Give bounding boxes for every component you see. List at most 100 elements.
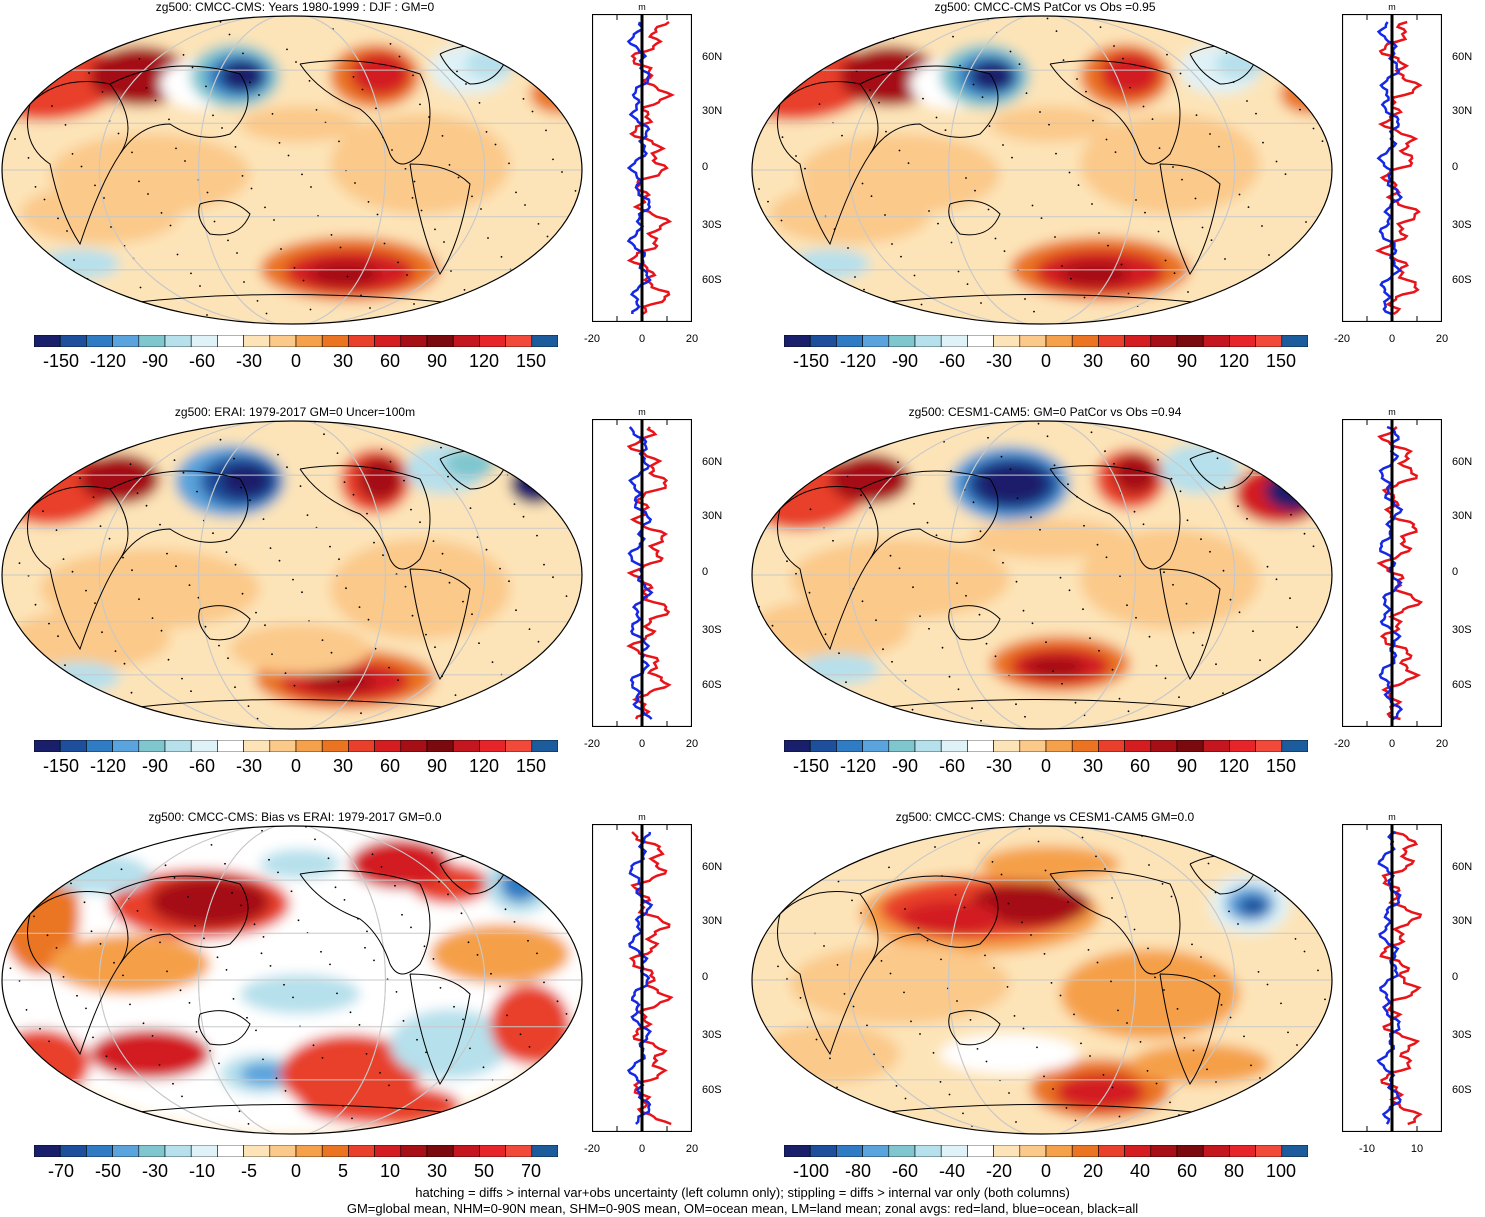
zonal-tick-label: 20 <box>685 1143 699 1155</box>
colorbar-swatch <box>59 1145 87 1157</box>
field-anomaly-region <box>1215 49 1265 79</box>
colorbar-swatch <box>190 740 218 752</box>
colorbar-swatch <box>862 335 890 347</box>
colorbar-swatch <box>967 1145 994 1157</box>
field-anomaly-region <box>976 464 1048 504</box>
field-anomaly-region <box>80 454 160 504</box>
zonal-mean-plot <box>592 824 692 1132</box>
colorbar-label: 30 <box>332 756 354 776</box>
colorbar-label: 120 <box>468 351 500 371</box>
colorbar-swatch <box>1150 335 1178 347</box>
latitude-label: 60N <box>702 456 723 468</box>
colorbar-swatch <box>1202 335 1230 347</box>
zonal-mean-plot <box>1342 419 1442 727</box>
colorbar-swatch <box>1019 740 1047 752</box>
colorbar-swatch <box>809 1145 837 1157</box>
colorbar-swatch <box>967 740 994 752</box>
colorbar-label: -70 <box>47 1161 75 1181</box>
colorbar-label: 90 <box>1176 756 1198 776</box>
colorbar-swatch <box>479 335 506 347</box>
colorbar-swatch <box>862 740 890 752</box>
colorbar-label: 150 <box>515 756 547 776</box>
panel-title: zg500: CMCC-CMS: Change vs CESM1-CAM5 GM… <box>895 810 1195 824</box>
colorbar-swatch <box>400 335 428 347</box>
colorbar-label: -90 <box>891 756 919 776</box>
colorbar-swatch <box>269 1145 297 1157</box>
colorbar-swatch <box>1229 740 1256 752</box>
colorbar-swatch <box>1045 740 1073 752</box>
colorbar-swatch <box>940 740 968 752</box>
colorbar-swatch <box>1071 335 1099 347</box>
colorbar-swatch <box>400 740 428 752</box>
colorbar <box>784 1145 1308 1157</box>
zonal-land-line <box>1374 20 1423 316</box>
field-anomaly-region <box>790 944 1010 1024</box>
latitude-label: 30S <box>702 219 722 231</box>
colorbar-label: 120 <box>468 756 500 776</box>
field-anomaly-region <box>300 1084 460 1124</box>
colorbar-swatch <box>1124 335 1152 347</box>
field-anomaly-region <box>770 184 930 244</box>
zonal-land-line <box>626 20 675 316</box>
units-label: m <box>638 407 646 417</box>
colorbar-swatch <box>1255 740 1283 752</box>
field-anomaly-region <box>10 609 170 669</box>
colorbar-swatch <box>1202 1145 1230 1157</box>
colorbar-swatch <box>993 740 1021 752</box>
colorbar-label: -60 <box>938 756 966 776</box>
zonal-tick-label: 0 <box>638 738 646 750</box>
panel-title: zg500: CMCC-CMS PatCor vs Obs =0.95 <box>934 0 1156 14</box>
colorbar-label: -30 <box>141 1161 169 1181</box>
colorbar-swatch <box>531 335 558 347</box>
colorbar-swatch <box>1255 335 1283 347</box>
zonal-tick-label: 0 <box>1388 333 1396 345</box>
colorbar-swatch <box>1071 1145 1099 1157</box>
zonal-mean-plot <box>592 419 692 727</box>
colorbar-swatch <box>784 335 811 347</box>
latitude-label: 60S <box>1452 274 1472 286</box>
colorbar-swatch <box>164 335 192 347</box>
field-anomaly-region <box>1060 949 1240 1039</box>
field-anomaly-region <box>970 519 1130 559</box>
field-anomaly-region <box>240 106 360 142</box>
colorbar-swatch <box>374 1145 402 1157</box>
colorbar-label: -120 <box>89 351 127 371</box>
colorbar-label: 150 <box>1265 756 1297 776</box>
field-anomaly-region <box>230 624 370 674</box>
field-anomaly-region <box>980 846 1120 882</box>
field-anomaly-region <box>90 1029 210 1079</box>
colorbar-label: -120 <box>839 756 877 776</box>
colorbar-label: -60 <box>938 351 966 371</box>
colorbar-swatch <box>1098 740 1125 752</box>
latitude-label: 0 <box>702 161 709 173</box>
zonal-ocean-line <box>626 831 654 1125</box>
colorbar-label: 5 <box>337 1161 349 1181</box>
colorbar-swatch <box>1071 740 1099 752</box>
zonal-tick-label: 20 <box>1435 333 1449 345</box>
panel-title: zg500: CMCC-CMS: Bias vs ERAI: 1979-2017… <box>148 810 442 824</box>
field-anomaly-region <box>500 866 540 902</box>
colorbar-label: -60 <box>891 1161 919 1181</box>
colorbar-label: -150 <box>792 351 830 371</box>
colorbar-label: -5 <box>240 1161 258 1181</box>
colorbar-swatch <box>836 740 863 752</box>
colorbar-swatch <box>914 740 942 752</box>
zonal-tick-label: 0 <box>638 1143 646 1155</box>
latitude-label: 30S <box>1452 624 1472 636</box>
colorbar <box>34 1145 558 1157</box>
latitude-label: 60S <box>1452 1084 1472 1096</box>
latitude-label: 60S <box>1452 679 1472 691</box>
panel-title: zg500: CMCC-CMS: Years 1980-1999 : DJF :… <box>155 0 435 14</box>
colorbar-swatch <box>426 335 454 347</box>
colorbar-swatch <box>1019 335 1047 347</box>
colorbar-swatch <box>862 1145 890 1157</box>
colorbar-label: 90 <box>426 756 448 776</box>
latitude-label: 30N <box>702 105 723 117</box>
zonal-land-line <box>1379 830 1423 1126</box>
field-anomaly-region <box>350 839 450 889</box>
panel-5: zg500: CMCC-CMS: Bias vs ERAI: 1979-2017… <box>0 810 742 1215</box>
field-anomaly-region <box>990 106 1110 142</box>
latitude-label: 60S <box>702 679 722 691</box>
colorbar-swatch <box>34 335 61 347</box>
colorbar-swatch <box>809 335 837 347</box>
